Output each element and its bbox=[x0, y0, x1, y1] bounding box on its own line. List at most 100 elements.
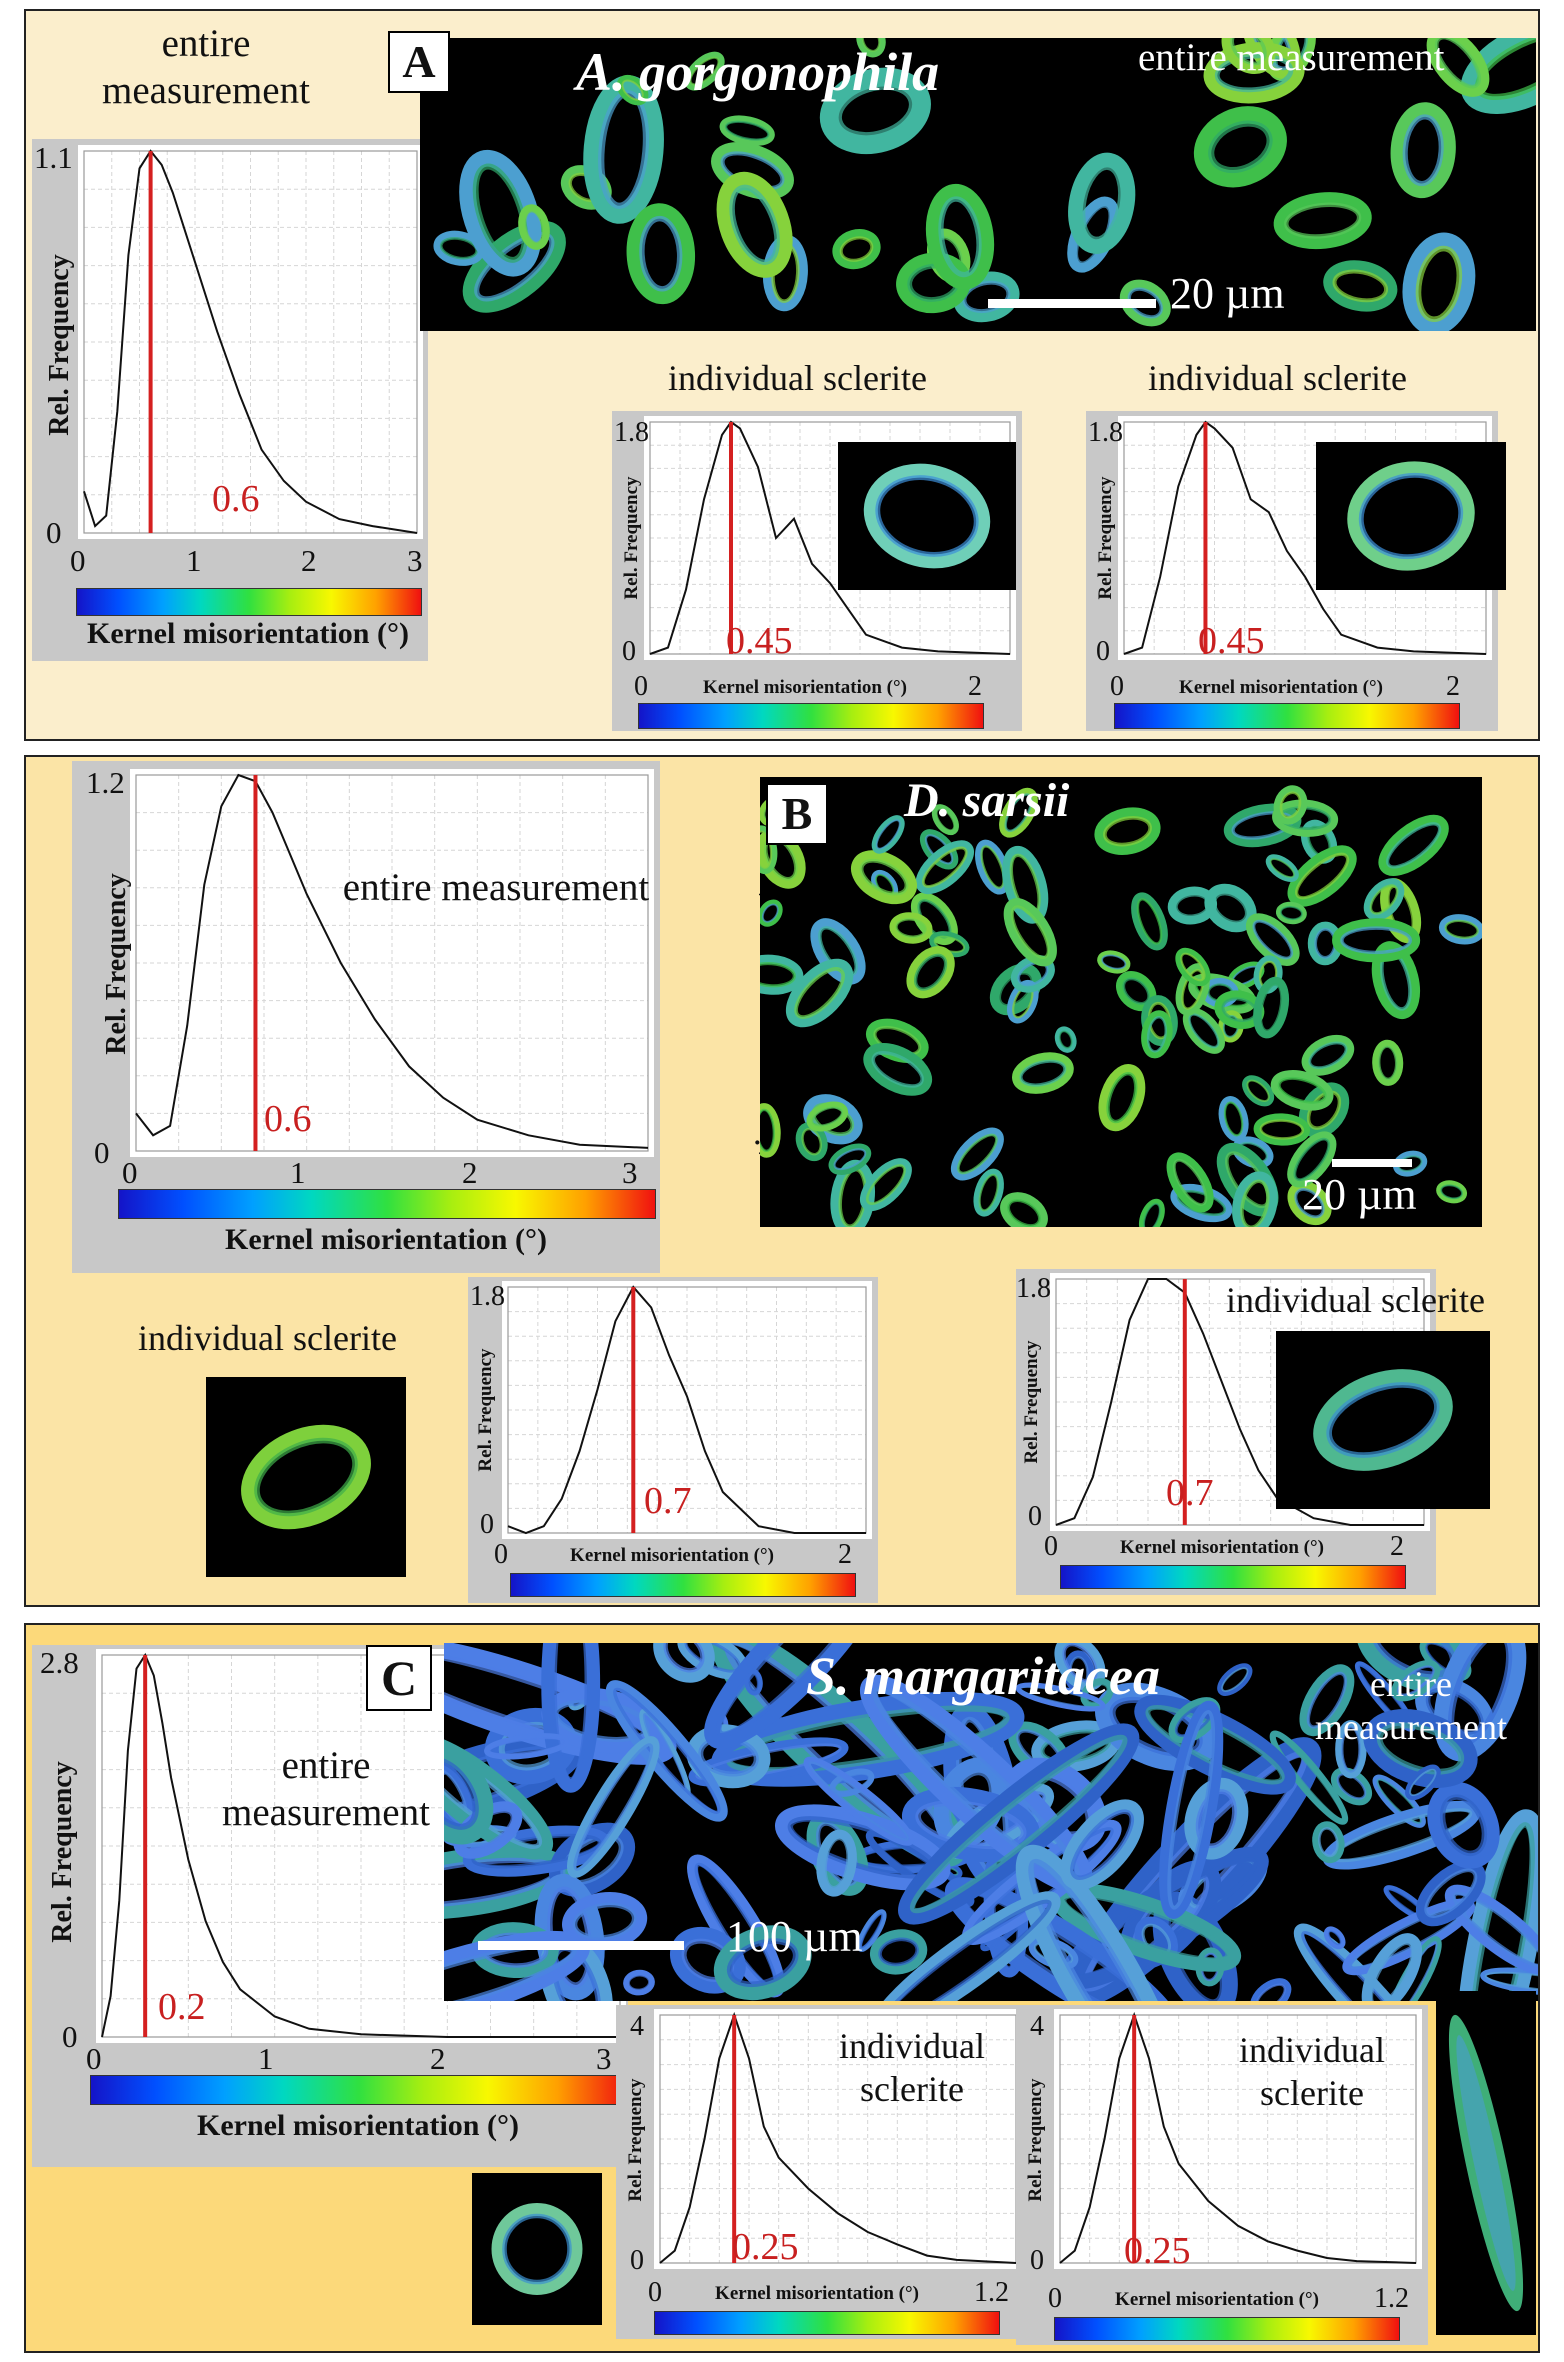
sclerite-inner bbox=[1273, 1734, 1344, 1821]
sclerite-inner bbox=[488, 1737, 565, 1756]
panel-b-ind2-ymax: 1.8 bbox=[1016, 1273, 1051, 1304]
sclerite-ring bbox=[491, 2202, 583, 2296]
panel-a-ind2-xtick-1: 2 bbox=[1446, 671, 1460, 702]
sclerite-ring bbox=[989, 963, 1042, 1016]
sclerite-inner bbox=[523, 210, 545, 245]
sclerite-inner bbox=[1440, 1184, 1463, 1200]
sclerite-inner bbox=[909, 1734, 1128, 1914]
sclerite-ring bbox=[1402, 232, 1476, 331]
panel-c-scale-label: 100 µm bbox=[726, 1912, 863, 1961]
sclerite-inner bbox=[1106, 1072, 1138, 1124]
panel-a-entire-xlabel: Kernel misorientation (°) bbox=[87, 617, 409, 650]
sclerite-inner bbox=[1019, 1686, 1102, 1708]
panel-b-ind2-sclerite bbox=[1313, 1369, 1453, 1471]
panel-b-entire-ymax: 1.2 bbox=[86, 765, 125, 800]
sclerite-ring bbox=[1391, 1660, 1441, 1702]
sclerite-ring bbox=[760, 825, 778, 875]
panel-c-ind2-sclerite-image bbox=[1436, 1991, 1536, 2335]
sclerite-inner bbox=[1080, 164, 1124, 242]
sclerite-ring bbox=[1217, 1663, 1253, 1696]
sclerite-ring bbox=[832, 229, 881, 270]
sclerite-ring bbox=[1193, 106, 1287, 188]
sclerite-ring bbox=[1134, 1694, 1296, 1795]
sclerite-inner bbox=[957, 1133, 998, 1175]
sclerite-ring bbox=[1287, 845, 1357, 907]
sclerite-ring bbox=[1415, 1860, 1486, 1927]
sclerite-inner bbox=[811, 1106, 844, 1127]
panel-a-ind2-ymin: 0 bbox=[1096, 636, 1110, 667]
sclerite-ring bbox=[760, 1103, 781, 1158]
sclerite-ring bbox=[1405, 1764, 1441, 1801]
sclerite-ring bbox=[623, 1969, 655, 1996]
panel-a-entire-plot bbox=[78, 145, 423, 539]
panel-a-entire-xtick-0: 0 bbox=[70, 543, 86, 578]
panel-c-ind2-median-label: 0.25 bbox=[1124, 2230, 1191, 2272]
panel-b: entire measurement Rel. Frequency 1.2 0 … bbox=[24, 755, 1540, 1607]
sclerite-ring bbox=[1363, 1709, 1478, 1788]
sclerite-inner bbox=[861, 38, 881, 53]
panel-c-ind1-xtick-0: 0 bbox=[648, 2277, 662, 2308]
panel-b-scale-label: 20 µm bbox=[1302, 1170, 1417, 1219]
sclerite-inner bbox=[866, 1164, 906, 1205]
sclerite-ring bbox=[1347, 461, 1475, 571]
sclerite-ring bbox=[910, 892, 958, 946]
sclerite-ring bbox=[1444, 1884, 1538, 1975]
sclerite-inner bbox=[715, 1643, 872, 1738]
sclerite-inner bbox=[726, 1938, 799, 1988]
panel-b-ind1-caption: individual sclerite bbox=[138, 1318, 397, 1358]
sclerite-ring bbox=[1301, 1034, 1355, 1076]
sclerite-inner bbox=[1252, 919, 1294, 960]
sclerite-ring bbox=[760, 954, 804, 995]
sclerite-ring bbox=[566, 1736, 660, 1878]
sclerite-ring bbox=[1012, 1052, 1074, 1094]
sclerite-inner bbox=[1221, 1667, 1249, 1692]
panel-b-scalebar bbox=[1332, 1159, 1412, 1167]
sclerite-ring bbox=[785, 958, 854, 1028]
sclerite-inner bbox=[1336, 1772, 1367, 1800]
sclerite-inner bbox=[639, 215, 683, 292]
sclerite-inner bbox=[1004, 793, 1033, 833]
panel-a-entire-xtick-2: 2 bbox=[301, 543, 317, 578]
sclerite-ring bbox=[1094, 807, 1161, 855]
sclerite-inner bbox=[1010, 905, 1050, 960]
sclerite-inner bbox=[439, 237, 478, 260]
panel-a-ind2-colorbar bbox=[1114, 703, 1460, 729]
sclerite-ring bbox=[851, 850, 917, 905]
sclerite-ring bbox=[462, 220, 566, 313]
panel-c-ind2-ylabel: Rel. Frequency bbox=[1025, 2078, 1046, 2202]
sclerite-inner bbox=[1326, 1382, 1440, 1458]
panel-c-ind2-xtick-0: 0 bbox=[1048, 2283, 1062, 2314]
panel-a-ind1-sclerite-image bbox=[838, 442, 1016, 590]
panel-b-entire-plot bbox=[130, 769, 654, 1157]
sclerite-ring bbox=[828, 1143, 872, 1175]
sclerite-ring bbox=[1250, 1978, 1292, 2001]
sclerite-inner bbox=[1332, 269, 1389, 303]
sclerite-ring bbox=[518, 204, 550, 250]
panel-b-ind1-colorbar bbox=[510, 1573, 856, 1597]
panel-c-species: S. margaritacea bbox=[806, 1646, 1161, 1706]
sclerite-ring bbox=[1330, 1767, 1373, 1806]
sclerite-inner bbox=[913, 953, 948, 991]
panel-b-entire-caption: entire measurement bbox=[342, 866, 650, 909]
panel-a-ind1-xlabel: Kernel misorientation (°) bbox=[703, 677, 907, 698]
panel-a-ind1-sclerite bbox=[863, 463, 991, 569]
panel-c-ind1-plot bbox=[654, 2009, 1022, 2269]
sclerite-ring bbox=[1138, 1198, 1165, 1227]
sclerite-inner bbox=[997, 971, 1034, 1008]
sclerite-inner bbox=[1259, 1119, 1305, 1140]
sclerite-ring bbox=[444, 1742, 494, 1845]
panel-b-entire-colorbar bbox=[118, 1189, 656, 1219]
distribution-curve bbox=[649, 420, 1011, 655]
sclerite-inner bbox=[1269, 858, 1295, 878]
sclerite-inner bbox=[962, 280, 1011, 314]
sclerite-inner bbox=[663, 1643, 705, 1673]
sclerite-ring bbox=[906, 946, 955, 999]
sclerite-inner bbox=[760, 962, 796, 988]
sclerite-ring bbox=[1299, 1664, 1355, 1737]
grid bbox=[84, 151, 417, 533]
sclerite-inner bbox=[760, 1108, 776, 1153]
sclerite-ring bbox=[616, 74, 649, 106]
sclerite-inner bbox=[760, 830, 773, 869]
panel-c-ind1-ymax: 4 bbox=[630, 2011, 644, 2042]
sclerite-inner bbox=[859, 858, 909, 896]
